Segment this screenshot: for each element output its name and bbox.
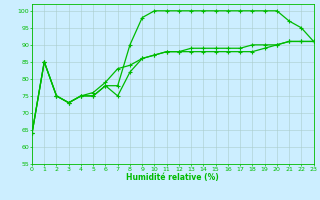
X-axis label: Humidité relative (%): Humidité relative (%) (126, 173, 219, 182)
